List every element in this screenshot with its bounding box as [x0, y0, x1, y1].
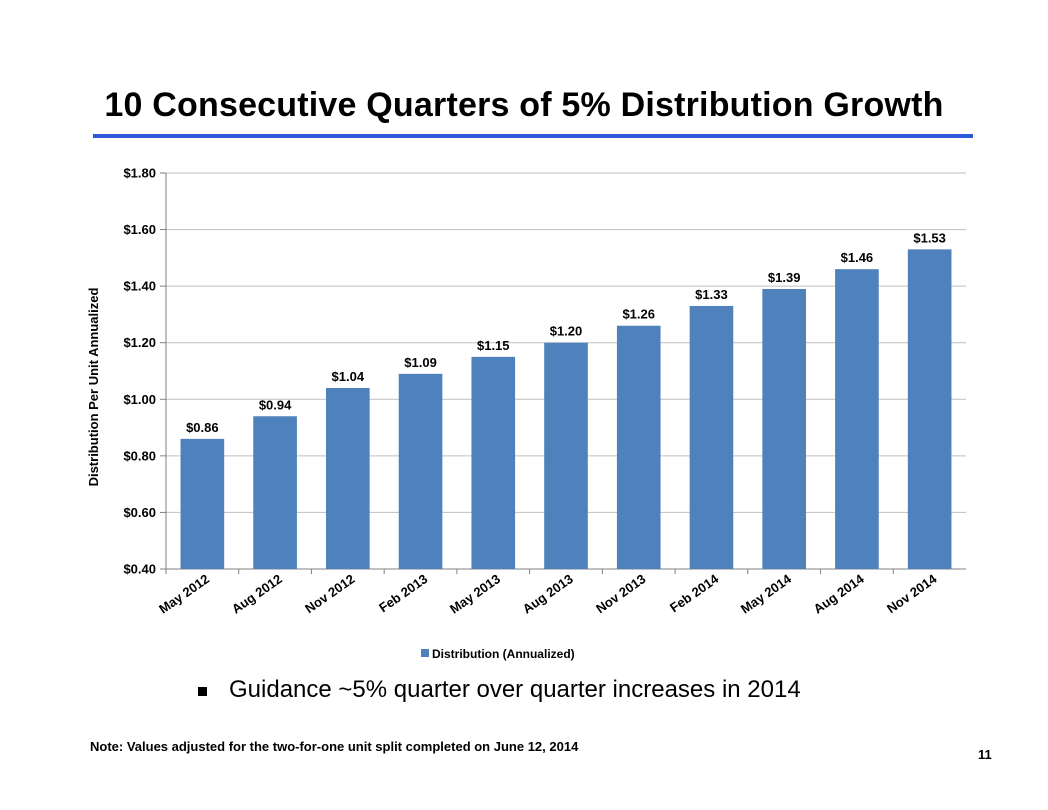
y-tick-label: $0.80	[123, 448, 156, 463]
chart-gridlines	[160, 172, 966, 570]
title-underline	[93, 134, 973, 138]
x-tick-label: Aug 2012	[229, 571, 285, 616]
x-tick-label: Aug 2013	[520, 571, 576, 616]
x-tick-label: Nov 2013	[593, 571, 648, 616]
bar	[835, 269, 879, 569]
bar-value-label: $1.33	[695, 287, 728, 302]
legend-label: Distribution (Annualized)	[432, 647, 575, 661]
x-tick-label: Aug 2014	[811, 571, 868, 617]
bar	[762, 288, 806, 569]
bar	[689, 305, 734, 569]
bar	[907, 249, 952, 569]
bar-value-label: $0.94	[259, 397, 292, 412]
bar	[398, 373, 443, 569]
chart-legend: Distribution (Annualized)	[421, 647, 575, 661]
x-tick-label: May 2014	[738, 571, 795, 617]
y-tick-label: $0.60	[123, 505, 156, 520]
footnote: Note: Values adjusted for the two-for-on…	[90, 739, 579, 754]
bar-value-label: $1.20	[550, 324, 583, 339]
bar-value-label: $1.04	[332, 369, 365, 384]
y-tick-label: $1.80	[123, 166, 156, 181]
bar-value-label: $1.53	[913, 230, 946, 245]
guidance-text: Guidance ~5% quarter over quarter increa…	[229, 676, 801, 703]
bar-value-label: $1.46	[841, 250, 874, 265]
y-tick-label: $1.40	[123, 279, 156, 294]
chart-tick-labels: $0.40 $0.60 $0.80 $1.00 $1.20 $1.40 $1.60 $1.80…	[123, 166, 940, 617]
x-tick-label: Nov 2014	[884, 571, 940, 616]
bar	[616, 325, 661, 569]
x-tick-label: May 2012	[156, 571, 212, 616]
y-tick-label: $1.60	[123, 222, 156, 237]
chart-data-labels: $0.86 $0.94 $1.04 $1.09 $1.15 $1.20 $1.26 $1.33…	[186, 230, 946, 435]
bar	[544, 342, 588, 569]
x-tick-label: May 2013	[447, 571, 503, 616]
guidance-bullet: Guidance ~5% quarter over quarter increa…	[198, 674, 801, 706]
bar	[326, 387, 370, 569]
y-axis-title: Distribution Per Unit Annualized	[86, 288, 101, 487]
y-tick-label: $1.20	[123, 335, 156, 350]
bar	[180, 438, 225, 569]
bar	[253, 416, 297, 569]
bar-value-label: $1.39	[768, 270, 801, 285]
y-tick-label: $1.00	[123, 392, 156, 407]
x-tick-label: Feb 2014	[667, 571, 722, 616]
chart-bars	[180, 249, 952, 569]
bar-value-label: $1.09	[404, 355, 437, 370]
y-tick-label: $0.40	[123, 562, 156, 577]
bar-value-label: $0.86	[186, 420, 219, 435]
x-tick-label: Nov 2012	[302, 571, 357, 616]
bar-value-label: $1.26	[622, 307, 655, 322]
slide-title: 10 Consecutive Quarters of 5% Distributi…	[104, 86, 944, 124]
legend-swatch	[421, 649, 429, 657]
bullet-square-icon	[198, 686, 207, 696]
bar-value-label: $1.15	[477, 338, 510, 353]
bar	[471, 356, 516, 569]
x-tick-label: Feb 2013	[376, 571, 430, 615]
page-number: 11	[978, 747, 992, 762]
